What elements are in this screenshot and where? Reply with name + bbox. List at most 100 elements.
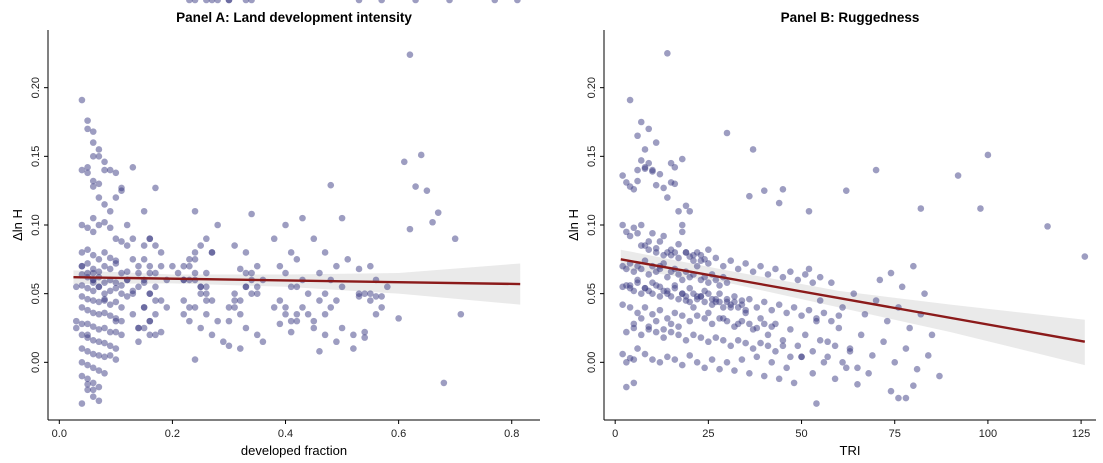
scatter-point [801, 331, 809, 339]
x-tick-label: 100 [979, 428, 997, 440]
scatter-point [112, 284, 120, 292]
scatter-point [276, 262, 284, 270]
scatter-point [135, 283, 142, 291]
scatter-point [645, 238, 653, 245]
scatter-point [630, 224, 638, 232]
scatter-point [872, 166, 880, 174]
scatter-point [686, 207, 694, 215]
scatter-point [749, 146, 757, 153]
scatter-point [355, 0, 363, 4]
scatter-point [835, 312, 843, 319]
scatter-point [846, 345, 854, 352]
scatter-point [850, 290, 858, 297]
scatter-point [180, 297, 188, 304]
scatter-point [705, 279, 712, 286]
scatter-point [236, 265, 244, 273]
scatter-point [705, 246, 712, 254]
scatter-point [242, 0, 250, 4]
x-tick-label: 75 [889, 428, 901, 440]
scatter-point [429, 218, 436, 226]
scatter-point [813, 400, 820, 407]
scatter-point [106, 207, 114, 215]
scatter-point [902, 345, 910, 352]
scatter-point [652, 328, 660, 336]
scatter-point [101, 297, 108, 304]
scatter-point [146, 331, 154, 339]
scatter-point [242, 269, 250, 277]
scatter-point [89, 364, 97, 372]
scatter-point [656, 170, 664, 178]
scatter-point [764, 271, 772, 278]
scatter-point [140, 242, 148, 249]
scatter-point [731, 367, 738, 374]
scatter-point [626, 232, 634, 240]
scatter-point [641, 350, 649, 358]
scatter-point [623, 359, 630, 366]
scatter-point [690, 257, 697, 265]
scatter-point [367, 297, 374, 304]
scatter-point [157, 249, 165, 256]
scatter-point [727, 342, 735, 350]
scatter-point [768, 306, 776, 314]
scatter-point [727, 304, 735, 311]
scatter-point [118, 290, 125, 297]
scatter-point [253, 262, 261, 270]
scatter-point [656, 283, 664, 291]
scatter-point [191, 256, 199, 263]
scatter-point [95, 338, 103, 346]
scatter-point [641, 304, 649, 311]
scatter-point [760, 298, 768, 306]
scatter-point [921, 290, 928, 297]
scatter-point [865, 370, 872, 377]
scatter-point [649, 279, 656, 286]
scatter-point [705, 309, 712, 317]
scatter-point [112, 298, 120, 306]
scatter-point [697, 293, 705, 300]
scatter-point [78, 262, 86, 270]
scatter-point [197, 290, 204, 297]
scatter-point [417, 151, 425, 159]
scatter-point [95, 153, 103, 160]
scatter-point [84, 320, 91, 328]
scatter-point [106, 265, 114, 273]
scatter-point [701, 298, 708, 306]
scatter-point [491, 0, 499, 4]
scatter-point [652, 139, 660, 146]
scatter-point [626, 96, 634, 104]
scatter-point [78, 166, 86, 174]
scatter-point [883, 317, 891, 325]
scatter-point [690, 331, 697, 339]
scatter-point [95, 383, 103, 391]
scatter-point [412, 183, 419, 190]
scatter-point [746, 192, 753, 200]
scatter-point [664, 353, 671, 361]
scatter-point [253, 283, 261, 291]
scatter-point [95, 397, 103, 405]
scatter-point [248, 0, 255, 4]
scatter-point [123, 293, 131, 300]
scatter-point [619, 221, 626, 229]
scatter-point [78, 400, 86, 407]
scatter-point [78, 320, 86, 328]
scatter-point [652, 181, 660, 189]
scatter-point [129, 235, 137, 243]
scatter-point [637, 265, 645, 273]
scatter-point [78, 221, 86, 229]
scatter-point [78, 372, 86, 380]
scatter-point [101, 279, 108, 286]
scatter-point [619, 172, 626, 179]
scatter-point [78, 345, 86, 352]
scatter-point [361, 334, 368, 341]
scatter-point [634, 276, 641, 284]
scatter-point [678, 312, 686, 319]
scatter-point [667, 328, 675, 336]
scatter-point [123, 268, 131, 275]
y-tick-label: 0.00 [586, 352, 598, 373]
scatter-point [1044, 223, 1051, 230]
scatter-point [828, 279, 835, 286]
scatter-point [118, 317, 125, 325]
scatter-point [89, 337, 97, 344]
scatter-point [106, 342, 114, 350]
scatter-point [84, 348, 91, 355]
scatter-point [924, 352, 932, 359]
